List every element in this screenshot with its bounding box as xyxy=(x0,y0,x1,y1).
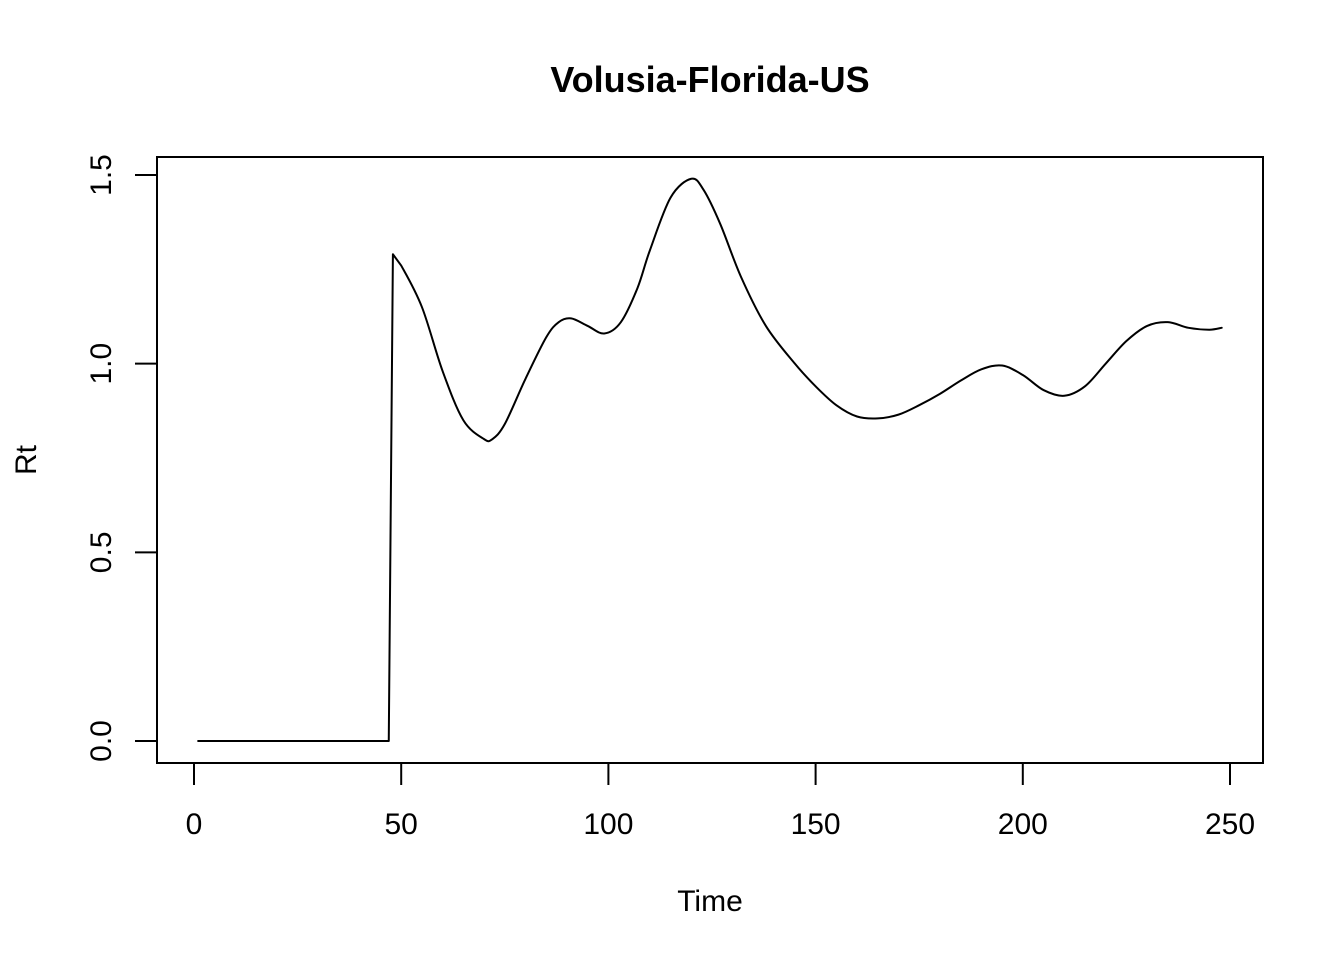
x-axis: 0 50 100 150 200 250 xyxy=(186,762,1255,841)
y-tick-label: 0.0 xyxy=(85,720,118,762)
chart-title: Volusia-Florida-US xyxy=(550,59,869,100)
plot-frame xyxy=(156,156,1264,764)
series-layer xyxy=(197,177,1223,742)
x-axis-label: Time xyxy=(677,885,743,918)
x-tick-label: 100 xyxy=(583,808,633,841)
x-tick-label: 250 xyxy=(1205,808,1255,841)
rt-series-line xyxy=(197,177,1223,742)
x-tick-label: 150 xyxy=(791,808,841,841)
x-tick-label: 50 xyxy=(385,808,418,841)
y-tick-label: 1.5 xyxy=(85,154,118,196)
x-tick-label: 0 xyxy=(186,808,203,841)
y-axis-label: Rt xyxy=(10,444,43,475)
y-tick-label: 0.5 xyxy=(85,531,118,573)
y-axis: 0.0 0.5 1.0 1.5 xyxy=(85,154,158,762)
y-tick-label: 1.0 xyxy=(85,343,118,385)
x-tick-label: 200 xyxy=(998,808,1048,841)
